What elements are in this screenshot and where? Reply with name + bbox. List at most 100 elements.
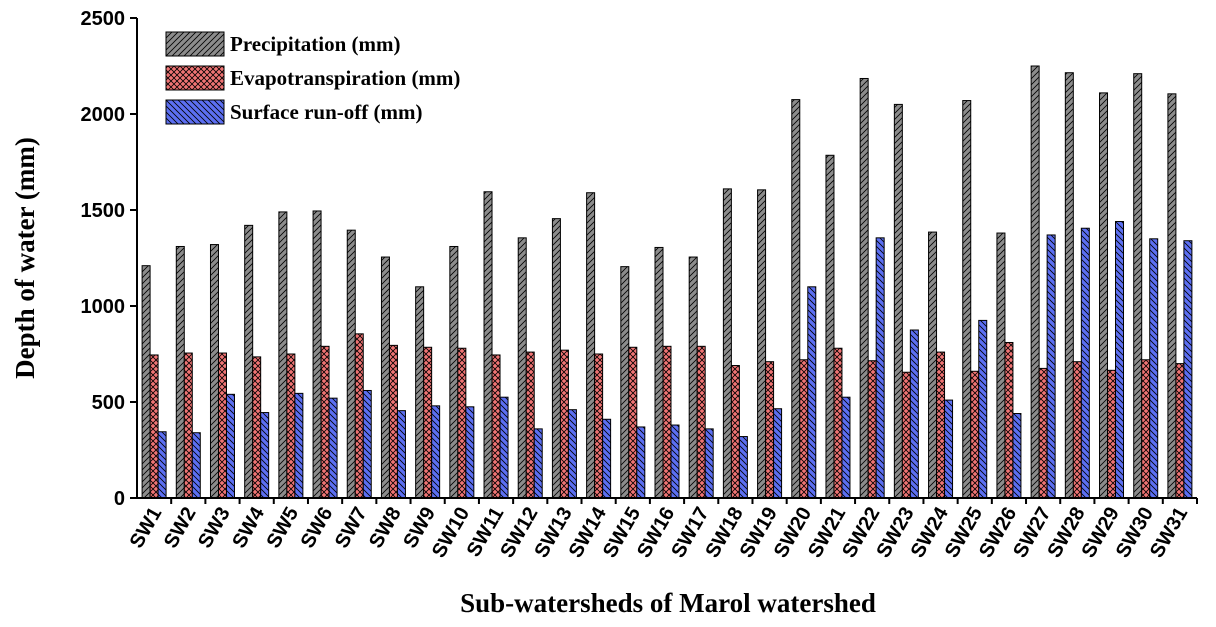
bar [260, 412, 270, 499]
bar [278, 211, 288, 499]
bar [1064, 72, 1074, 499]
y-axis-title: Depth of water (mm) [10, 137, 40, 379]
x-tick-label: SW1 [126, 504, 167, 553]
x-axis-title: Sub-watersheds of Marol watershed [460, 588, 876, 618]
y-tick-label: 2000 [81, 104, 126, 126]
bar [388, 344, 398, 499]
bar [620, 266, 630, 499]
x-tick-label: SW7 [331, 504, 372, 553]
bar [1080, 227, 1090, 499]
bar [654, 246, 664, 499]
bar [1149, 238, 1159, 499]
bar [457, 347, 467, 499]
bar [825, 154, 835, 499]
bar [909, 329, 919, 499]
bar [670, 424, 680, 499]
bar [1046, 234, 1056, 499]
bar [833, 347, 843, 499]
bar [431, 405, 441, 499]
bar [602, 418, 612, 499]
legend-label: Precipitation (mm) [230, 32, 400, 56]
y-tick-label: 0 [114, 488, 125, 510]
bar [525, 351, 535, 499]
bar [191, 432, 201, 499]
bar [396, 410, 406, 499]
y-tick-label: 2500 [81, 8, 126, 30]
bar [978, 319, 988, 499]
bar [1099, 92, 1109, 499]
bar [841, 396, 851, 499]
bar [970, 370, 980, 499]
y-tick-label: 500 [92, 392, 125, 414]
bar [328, 397, 338, 499]
bar [757, 189, 767, 499]
bar [1038, 367, 1048, 499]
bar [586, 192, 596, 499]
bar [209, 244, 219, 499]
bar [1012, 413, 1022, 499]
bar [362, 389, 372, 499]
bar [875, 237, 885, 499]
bar [799, 359, 809, 499]
bar [1175, 363, 1185, 499]
bar [217, 352, 227, 499]
bar [483, 191, 493, 499]
x-tick-label: SW3 [194, 504, 235, 553]
bar [423, 346, 433, 499]
bar [1107, 369, 1117, 499]
bar [380, 256, 390, 499]
bar [1072, 361, 1082, 499]
bar [225, 393, 235, 499]
bar [962, 100, 972, 499]
bar [944, 399, 954, 499]
bar [704, 428, 714, 499]
bar [662, 345, 672, 499]
bar [807, 286, 817, 499]
bar [893, 103, 903, 499]
bar [149, 354, 159, 499]
bar [252, 356, 262, 499]
bar [346, 229, 356, 499]
bar [244, 224, 254, 499]
legend-label: Surface run-off (mm) [230, 100, 422, 124]
bar [901, 371, 911, 499]
bar [867, 360, 877, 499]
bar [1115, 221, 1125, 499]
bar [594, 353, 604, 499]
bar [415, 286, 425, 499]
x-tick-label: SW5 [262, 504, 303, 553]
bar [936, 351, 946, 499]
bar [791, 99, 801, 499]
bar [517, 237, 527, 499]
bar [722, 188, 732, 499]
bar [928, 231, 938, 499]
bar [567, 409, 577, 499]
y-tick-label: 1000 [81, 296, 126, 318]
bar [449, 245, 459, 499]
bar [696, 345, 706, 499]
bar [730, 365, 740, 499]
bar [491, 354, 501, 499]
x-tick-label: SW6 [297, 504, 338, 553]
x-tick-label: SW2 [160, 504, 201, 553]
bar [551, 218, 561, 499]
bar [628, 346, 638, 499]
bar [559, 349, 569, 499]
legend-swatch [165, 99, 225, 125]
bar [1183, 240, 1193, 499]
bar [1167, 93, 1177, 499]
legend-swatch [165, 65, 225, 91]
bar [688, 256, 698, 499]
x-tick-label: SW4 [228, 503, 269, 552]
bar [354, 333, 364, 499]
bar [157, 431, 167, 499]
bar [1030, 65, 1040, 499]
bar [1133, 73, 1143, 499]
bar [533, 428, 543, 499]
legend-swatch [165, 31, 225, 57]
x-tick-label: SW8 [365, 504, 406, 553]
bar [996, 232, 1006, 499]
bar [859, 77, 869, 499]
